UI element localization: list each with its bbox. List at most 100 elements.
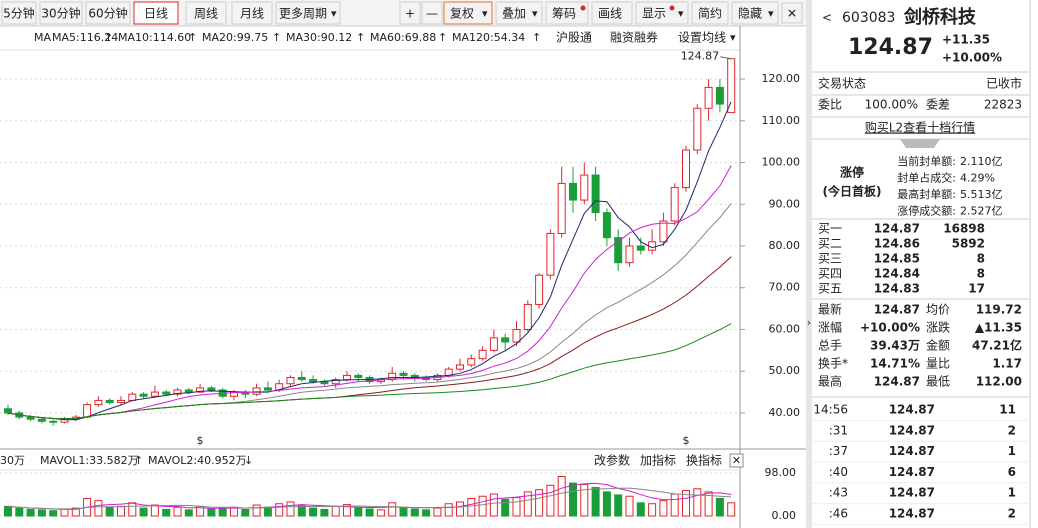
- v-tick-label: 98.00: [765, 466, 797, 479]
- ma-line: [7, 323, 732, 420]
- tool-button[interactable]: [691, 1, 729, 25]
- stat-label: 金额: [926, 338, 950, 353]
- y-tick-label: 120.00: [762, 72, 801, 85]
- bid-price: 124.84: [874, 267, 920, 281]
- back-arrow[interactable]: <: [822, 11, 832, 25]
- stat-value: 39.43万: [870, 339, 920, 353]
- close-button[interactable]: [781, 2, 803, 24]
- period-label[interactable]: 周线: [194, 7, 218, 21]
- volume-bar: [105, 506, 114, 517]
- period-tab[interactable]: [85, 1, 131, 25]
- vol-link[interactable]: 改参数: [594, 453, 630, 468]
- y-tick-label: 40.00: [769, 406, 801, 419]
- volume-bar: [4, 505, 12, 517]
- candle-body: [614, 237, 623, 264]
- badge-dot: [669, 5, 675, 11]
- candle-body: [489, 337, 498, 351]
- volume-bar: [297, 504, 306, 517]
- volume-bar: [557, 476, 566, 517]
- period-label[interactable]: 60分钟: [88, 6, 127, 21]
- tool-label[interactable]: 复权: [450, 7, 474, 21]
- ma-value: MA20:99.75: [202, 31, 268, 44]
- tool-label[interactable]: 显示: [642, 7, 666, 21]
- tool-label[interactable]: 画线: [598, 7, 622, 21]
- tool-button[interactable]: [399, 1, 421, 25]
- bid-volume: 8: [977, 252, 985, 266]
- splitter[interactable]: [806, 0, 812, 528]
- close-icon[interactable]: ✕: [787, 7, 797, 21]
- bid-volume: 17: [968, 282, 985, 296]
- period-tab[interactable]: [1, 1, 37, 25]
- stat-value: 112.00: [976, 375, 1022, 389]
- period-label[interactable]: 月线: [240, 7, 264, 21]
- tool-button[interactable]: [731, 1, 779, 25]
- tick-price: 124.87: [889, 507, 935, 521]
- dropdown-arrow: ▾: [768, 7, 774, 20]
- period-label[interactable]: 5分钟: [3, 6, 35, 21]
- volume-bar: [139, 507, 148, 517]
- period-label[interactable]: 更多周期: [279, 7, 327, 21]
- volume-bar: [727, 502, 736, 517]
- tick-volume: 6: [1008, 465, 1016, 479]
- splitter-arrow[interactable]: ›: [807, 316, 811, 329]
- collapse-tab[interactable]: [900, 139, 940, 148]
- bid-label: 买三: [818, 252, 842, 266]
- tool-button[interactable]: [591, 1, 633, 25]
- candle-body: [557, 182, 566, 234]
- volume-bar: [422, 509, 431, 517]
- candle-body: [478, 349, 487, 360]
- tool-label[interactable]: 隐藏: [738, 7, 762, 21]
- vol-link[interactable]: 换指标: [686, 453, 722, 468]
- period-label[interactable]: 日线: [144, 7, 168, 21]
- tool-button[interactable]: [495, 1, 543, 25]
- tick-time: :46: [829, 507, 848, 521]
- tool-label[interactable]: —: [426, 7, 438, 21]
- ma-value: MA5:116.24: [52, 31, 118, 44]
- period-tab[interactable]: [133, 1, 179, 25]
- l2-link[interactable]: 购买L2查看十档行情: [865, 120, 975, 135]
- limit-value: 5.513亿: [960, 188, 1003, 201]
- vol-link[interactable]: 加指标: [640, 453, 676, 468]
- volume-bar: [614, 494, 623, 517]
- period-tab[interactable]: [39, 1, 83, 25]
- bid-label: 买四: [818, 267, 842, 281]
- max-label: 124.87: [681, 50, 720, 63]
- legend-link[interactable]: 设置均线: [678, 31, 726, 45]
- tool-button[interactable]: [421, 1, 443, 25]
- vol-close[interactable]: [729, 453, 744, 468]
- max-pointer: [720, 56, 732, 60]
- tool-label[interactable]: 筹码: [552, 7, 576, 21]
- candle-body: [60, 418, 69, 423]
- tick-time: 14:56: [813, 403, 848, 417]
- legend-link[interactable]: 沪股通: [556, 31, 592, 45]
- tool-button[interactable]: [635, 1, 689, 25]
- period-tab[interactable]: [275, 1, 341, 25]
- vol-header: 30万: [0, 454, 25, 467]
- candle-body: [715, 86, 724, 105]
- stat-label: 最低: [926, 375, 950, 389]
- tick-price: 124.87: [889, 444, 935, 458]
- candle-body: [286, 376, 295, 385]
- candle-body: [196, 387, 205, 393]
- candle-body: [162, 391, 171, 395]
- volume-bar: [399, 506, 408, 517]
- volume-bar: [670, 493, 679, 517]
- volume-bar: [546, 484, 555, 517]
- tool-label[interactable]: 简约: [698, 6, 722, 21]
- tool-button[interactable]: [443, 1, 493, 25]
- candle-body: [139, 393, 148, 397]
- period-tab[interactable]: [185, 1, 227, 25]
- tool-label[interactable]: 叠加: [502, 7, 526, 21]
- candle-body: [512, 328, 521, 343]
- tick-price: 124.87: [889, 403, 935, 417]
- vol-close-icon[interactable]: ✕: [732, 454, 741, 467]
- period-label[interactable]: 30分钟: [41, 6, 80, 21]
- y-tick-label: 50.00: [769, 364, 801, 377]
- tool-button[interactable]: [545, 1, 589, 25]
- limit-label: 最高封单额:: [897, 187, 956, 201]
- period-tab[interactable]: [231, 1, 273, 25]
- legend-link[interactable]: 融资融券: [610, 30, 658, 45]
- volume-bar: [162, 508, 171, 517]
- tool-label[interactable]: +: [405, 7, 415, 21]
